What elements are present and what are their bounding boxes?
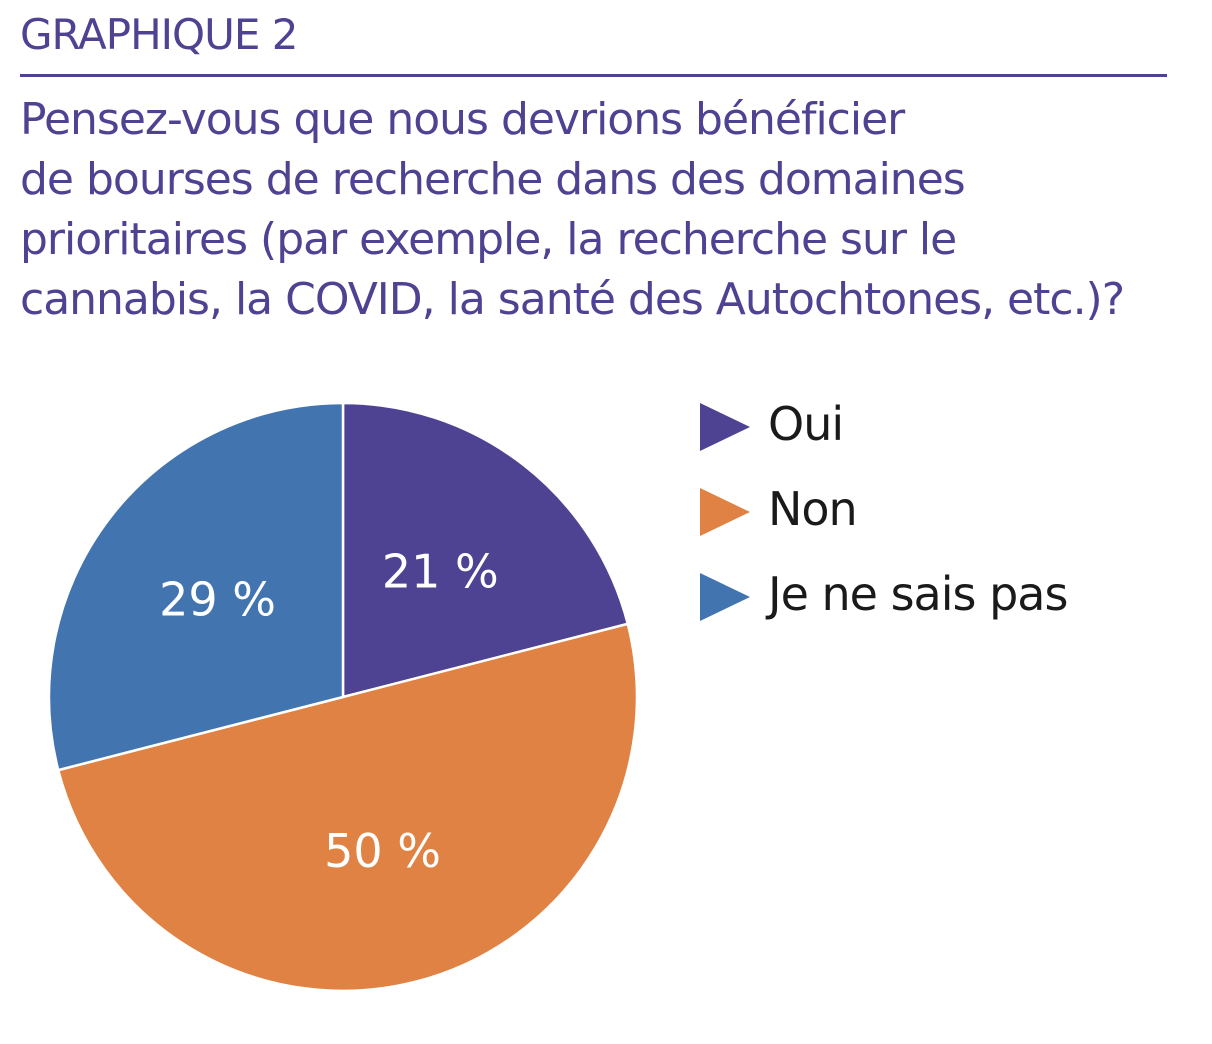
pie-label-nsp: 29 % xyxy=(159,573,276,627)
legend-label-nsp: Je ne sais pas xyxy=(768,567,1068,621)
pie-slice-nsp xyxy=(47,401,345,772)
question-line-2: de bourses de recherche dans des domaine… xyxy=(20,154,966,205)
header-divider xyxy=(20,74,1167,77)
legend-marker-non xyxy=(700,488,750,536)
pie-slice-oui xyxy=(341,401,630,699)
pie-slice-non xyxy=(56,622,639,992)
question-line-3: prioritaires (par exemple, la recherche … xyxy=(20,214,957,265)
legend-label-non: Non xyxy=(768,482,858,536)
pie-chart: 21 % 50 % 29 % xyxy=(47,401,639,992)
question-line-1: Pensez-vous que nous devrions bénéficier xyxy=(20,94,905,145)
legend-marker-nsp xyxy=(700,573,750,621)
legend-marker-oui xyxy=(700,403,750,451)
question-line-4: cannabis, la COVID, la santé des Autocht… xyxy=(20,274,1125,325)
chart-number-label: GRAPHIQUE 2 xyxy=(20,10,298,59)
legend-label-oui: Oui xyxy=(768,397,844,451)
pie-label-oui: 21 % xyxy=(382,545,499,599)
chart-question: Pensez-vous que nous devrions bénéficier… xyxy=(20,90,1190,330)
pie-label-non: 50 % xyxy=(324,824,441,878)
